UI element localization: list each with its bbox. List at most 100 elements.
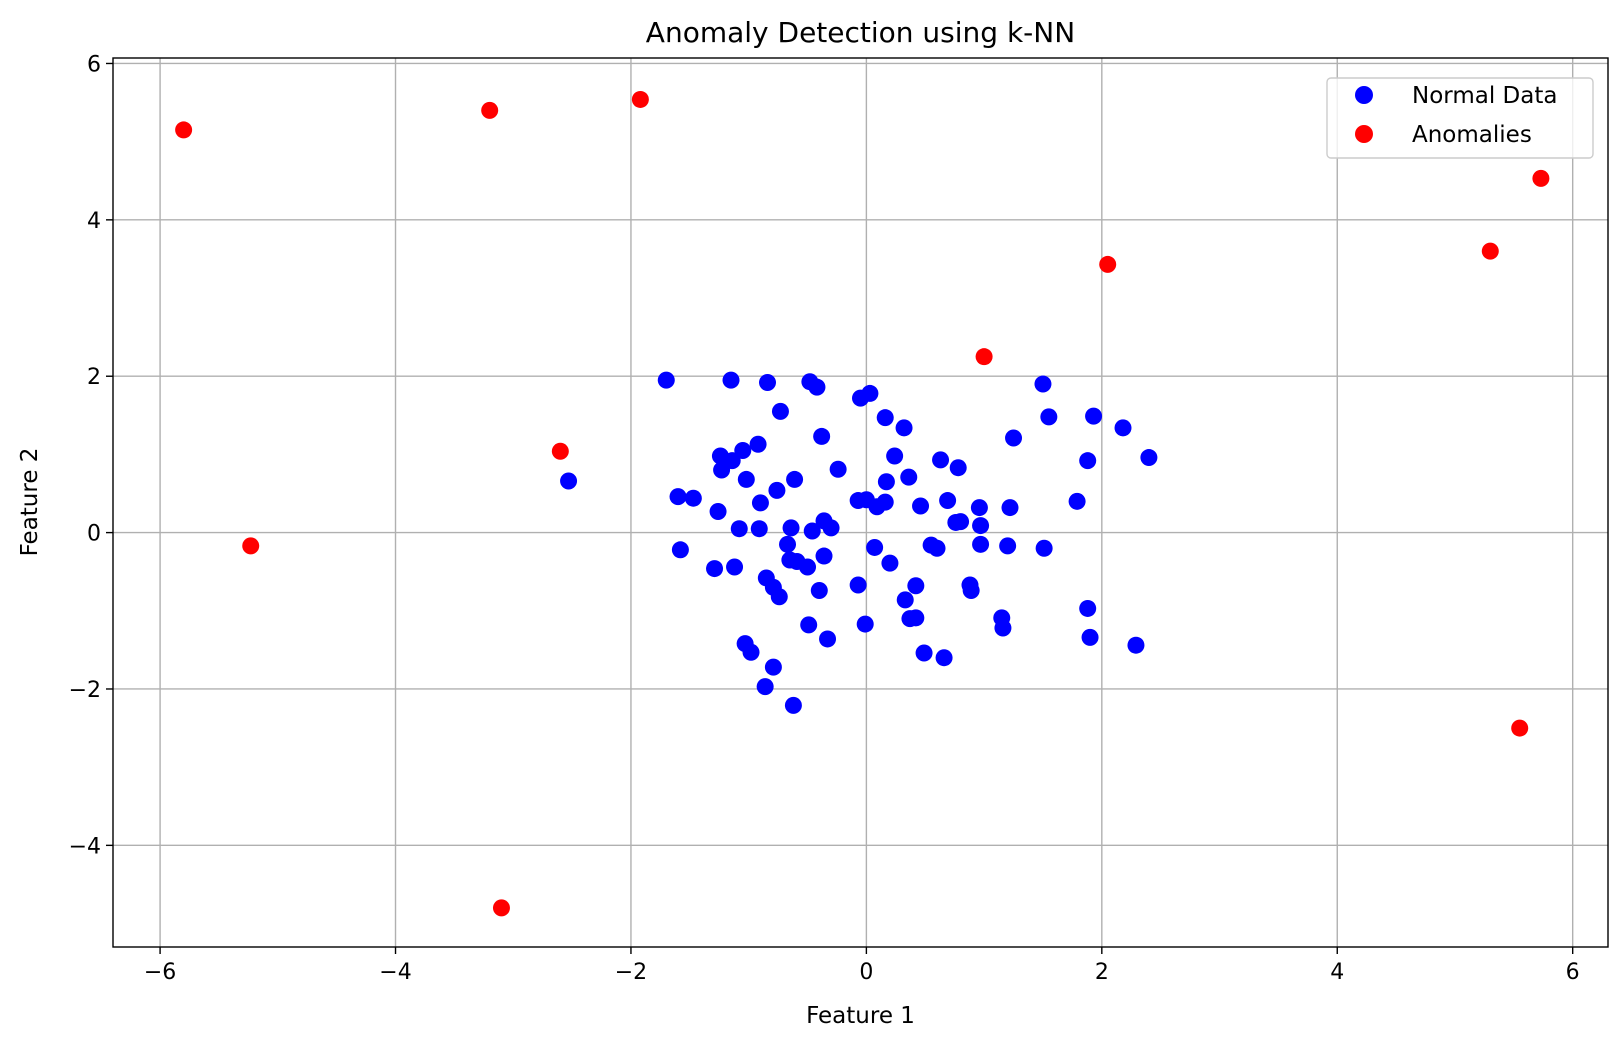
normal-data-point xyxy=(912,497,930,515)
legend-marker-anomaly xyxy=(1355,125,1373,143)
x-tick-label: −6 xyxy=(144,960,176,985)
normal-data-point xyxy=(560,472,578,490)
normal-data-point xyxy=(713,461,731,479)
axes-frame xyxy=(112,57,1609,948)
normal-data-point xyxy=(771,402,789,420)
axis-ticks: −6 −4 −2 0 2 4 6 −4 −2 0 2 4 6 xyxy=(69,52,1580,985)
anomaly-point xyxy=(1532,169,1550,187)
normal-data-point xyxy=(886,447,904,465)
normal-data-point xyxy=(782,519,800,537)
normal-data-point xyxy=(962,581,980,599)
legend-frame xyxy=(1326,77,1594,159)
anomaly-point xyxy=(975,348,993,366)
normal-data-point xyxy=(768,481,786,499)
y-tick-label: 0 xyxy=(87,522,101,547)
normal-data-point xyxy=(799,558,817,576)
normal-data-point xyxy=(815,547,833,565)
normal-data-point xyxy=(915,644,933,662)
anomaly-point xyxy=(175,121,193,139)
x-tick-label: 0 xyxy=(859,960,873,985)
normal-data-point xyxy=(907,577,925,595)
normal-data-point xyxy=(952,513,970,531)
normal-data-point xyxy=(1034,375,1052,393)
y-tick-label: 2 xyxy=(87,365,101,390)
legend-label-anomaly: Anomalies xyxy=(1412,122,1532,148)
legend-marker-normal xyxy=(1355,86,1373,104)
anomaly-point xyxy=(242,537,260,555)
normal-data-point xyxy=(669,488,687,506)
normal-data-point xyxy=(1085,407,1103,425)
normal-data-point xyxy=(759,373,777,391)
normal-data-point xyxy=(779,535,797,553)
normal-data-point xyxy=(994,619,1012,637)
normal-data-point xyxy=(810,581,828,599)
legend-label-normal: Normal Data xyxy=(1412,83,1557,109)
normal-data-point xyxy=(1081,628,1099,646)
legend: Normal Data Anomalies xyxy=(1326,77,1594,159)
normal-data-point xyxy=(803,522,821,540)
normal-data-point xyxy=(1005,429,1023,447)
anomaly-point xyxy=(481,101,499,119)
anomaly-point xyxy=(492,899,510,917)
anomaly-point xyxy=(1099,255,1117,273)
anomaly-point xyxy=(1511,719,1529,737)
normal-data-point xyxy=(849,576,867,594)
normal-data-points xyxy=(560,371,1158,714)
normal-data-point xyxy=(657,371,675,389)
normal-data-point xyxy=(972,517,990,535)
normal-data-point xyxy=(972,535,990,553)
normal-data-point xyxy=(1035,539,1053,557)
normal-data-point xyxy=(722,371,740,389)
normal-data-point xyxy=(784,696,802,714)
chart-title: Anomaly Detection using k-NN xyxy=(646,16,1075,49)
normal-data-point xyxy=(737,470,755,488)
normal-data-point xyxy=(730,520,748,538)
normal-data-point xyxy=(856,615,874,633)
normal-data-point xyxy=(861,384,879,402)
x-tick-label: −2 xyxy=(615,960,647,985)
y-tick-label: −2 xyxy=(69,678,101,703)
normal-data-point xyxy=(866,538,884,556)
normal-data-point xyxy=(1140,449,1158,467)
normal-data-point xyxy=(829,460,847,478)
normal-data-point xyxy=(970,499,988,517)
normal-data-point xyxy=(671,541,689,559)
grid xyxy=(113,58,1608,947)
normal-data-point xyxy=(742,643,760,661)
anomaly-point xyxy=(551,442,569,460)
normal-data-point xyxy=(881,554,899,572)
normal-data-point xyxy=(876,409,894,427)
normal-data-point xyxy=(877,473,895,491)
y-tick-label: −4 xyxy=(69,834,101,859)
normal-data-point xyxy=(935,649,953,667)
normal-data-point xyxy=(726,558,744,576)
normal-data-point xyxy=(1001,499,1019,517)
normal-data-point xyxy=(876,493,894,511)
normal-data-point xyxy=(1114,419,1132,437)
normal-data-point xyxy=(895,419,913,437)
normal-data-point xyxy=(813,427,831,445)
normal-data-point xyxy=(756,678,774,696)
normal-data-point xyxy=(751,494,769,512)
y-tick-label: 4 xyxy=(87,209,101,234)
anomaly-points xyxy=(175,90,1550,917)
normal-data-point xyxy=(800,616,818,634)
normal-data-point xyxy=(999,537,1017,555)
normal-data-point xyxy=(786,470,804,488)
x-axis-label: Feature 1 xyxy=(806,1003,915,1029)
normal-data-point xyxy=(684,489,702,507)
normal-data-point xyxy=(1068,492,1086,510)
normal-data-point xyxy=(1127,636,1145,654)
anomaly-point xyxy=(1481,242,1499,260)
normal-data-point xyxy=(808,378,826,396)
normal-data-point xyxy=(932,451,950,469)
x-tick-label: −4 xyxy=(379,960,411,985)
normal-data-point xyxy=(819,630,837,648)
normal-data-point xyxy=(907,609,925,627)
y-axis-label: Feature 2 xyxy=(17,448,43,557)
x-tick-label: 4 xyxy=(1330,960,1344,985)
anomaly-point xyxy=(631,90,649,108)
normal-data-point xyxy=(1079,599,1097,617)
normal-data-point xyxy=(764,658,782,676)
